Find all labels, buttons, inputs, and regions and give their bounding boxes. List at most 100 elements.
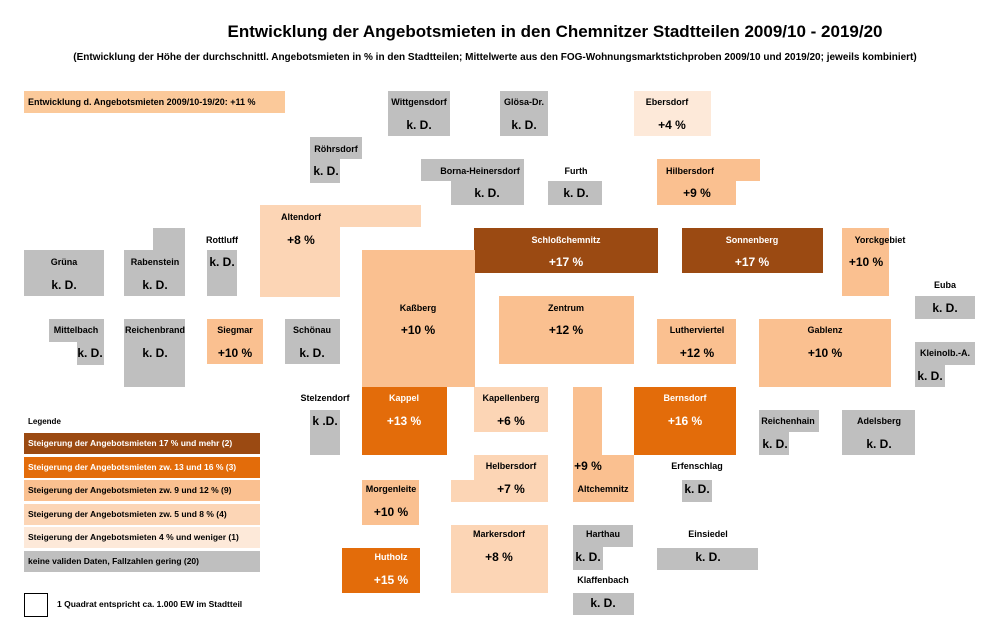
district-block <box>421 159 524 181</box>
district-sonnenberg <box>682 228 823 273</box>
district-value: +8 % <box>287 233 315 247</box>
district-block <box>362 480 419 525</box>
district-value: +16 % <box>667 414 703 428</box>
district-block <box>573 525 603 570</box>
district-block <box>474 455 548 480</box>
district-name: Ebersdorf <box>645 97 689 107</box>
district-value: k. D. <box>563 186 589 200</box>
district-block <box>573 593 634 615</box>
district-value: k. D. <box>590 596 616 610</box>
district-block <box>310 410 340 455</box>
district-value: k. D. <box>762 437 788 451</box>
district-value: k. D. <box>917 369 943 383</box>
district-kapellenberg <box>474 387 548 432</box>
district-value: k. D. <box>932 301 958 315</box>
district-block <box>124 250 185 296</box>
district-name: Siegmar <box>217 325 253 335</box>
district-block <box>451 525 548 593</box>
district-block <box>915 342 975 365</box>
district-block <box>24 250 104 296</box>
district-value: k. D. <box>142 346 168 360</box>
chart-title: Entwicklung der Angebotsmieten in den Ch… <box>227 22 883 41</box>
district-value: +9 % <box>683 186 711 200</box>
district-schoenau <box>285 319 340 364</box>
district-block <box>362 250 475 387</box>
district-name: Furth <box>564 166 588 176</box>
district-value: +10 % <box>807 346 843 360</box>
district-block <box>603 525 633 547</box>
district-name: Markersdorf <box>472 529 526 539</box>
district-value: k. D. <box>77 346 103 360</box>
district-block <box>77 342 104 365</box>
district-block <box>759 410 789 455</box>
district-block <box>388 91 450 136</box>
district-block <box>362 387 447 455</box>
district-name: Helbersdorf <box>485 461 537 471</box>
district-value: k. D. <box>695 550 721 564</box>
district-gruena <box>24 250 104 296</box>
district-block <box>474 228 658 273</box>
district-gloesa-dr <box>500 91 548 136</box>
district-name: Bernsdorf <box>663 393 707 403</box>
district-rottluff <box>207 250 237 296</box>
district-name: Grüna <box>50 257 78 267</box>
district-value: k. D. <box>209 255 235 269</box>
district-block <box>915 296 975 319</box>
district-block <box>657 548 758 570</box>
summary-box: Entwicklung d. Angebotsmieten 2009/10-19… <box>24 91 285 113</box>
district-stelzendorf <box>310 410 340 455</box>
district-block <box>474 387 548 432</box>
district-value: k. D. <box>474 186 500 200</box>
district-block <box>842 410 915 455</box>
district-name: Glösa-Dr. <box>503 97 545 107</box>
district-roehrsdorf <box>310 137 362 183</box>
district-helbersdorf <box>451 455 548 502</box>
district-value: +7 % <box>497 482 525 496</box>
district-name: Gablenz <box>807 325 843 335</box>
district-siegmar <box>207 319 263 364</box>
chart-subtitle: (Entwicklung der Höhe der durchschnittl.… <box>73 52 917 63</box>
district-block <box>573 455 634 502</box>
district-name: Röhrsdorf <box>314 144 358 154</box>
district-block <box>842 250 889 296</box>
district-harthau <box>573 525 633 570</box>
district-name: Yorckgebiet <box>854 235 906 245</box>
district-block <box>634 387 736 455</box>
district-value: +13 % <box>386 414 422 428</box>
district-furth <box>548 181 602 205</box>
district-adelsberg <box>842 410 915 455</box>
district-block <box>260 205 421 227</box>
district-erfenschlag <box>682 480 712 502</box>
district-mittelbach <box>49 319 104 365</box>
district-block <box>451 480 548 502</box>
district-block <box>124 319 185 387</box>
district-value: k. D. <box>142 278 168 292</box>
legend-item: Steigerung der Angebotsmieten zw. 13 und… <box>24 456 260 478</box>
scale-note: 1 Quadrat entspricht ca. 1.000 EW im Sta… <box>57 599 243 609</box>
district-value: +15 % <box>373 573 409 587</box>
district-block <box>153 228 185 250</box>
scale-square <box>24 593 48 617</box>
district-name: Kleinolb.-A. <box>920 348 970 358</box>
district-value: k. D. <box>684 482 710 496</box>
district-block <box>682 228 823 273</box>
district-name: Einsiedel <box>688 529 728 539</box>
legend-item: Steigerung der Angebotsmieten 4 % und we… <box>24 527 260 548</box>
district-block <box>682 480 712 502</box>
district-name: Rabenstein <box>130 257 180 267</box>
legend-item: Steigerung der Angebotsmieten zw. 9 und … <box>24 480 260 501</box>
district-block <box>49 319 104 342</box>
district-block <box>789 410 819 432</box>
district-value: +8 % <box>485 550 513 564</box>
district-name: Rottluff <box>206 235 238 245</box>
district-block <box>842 228 889 250</box>
district-value: k. D. <box>51 278 77 292</box>
district-value: +12 % <box>548 323 584 337</box>
district-name: Erfenschlag <box>671 461 723 471</box>
district-kassberg <box>362 250 475 387</box>
district-name: Zentrum <box>548 303 584 313</box>
district-einsiedel <box>657 548 758 570</box>
district-value: k. D. <box>313 164 339 178</box>
district-block <box>310 137 362 159</box>
district-name: Mittelbach <box>53 325 99 335</box>
